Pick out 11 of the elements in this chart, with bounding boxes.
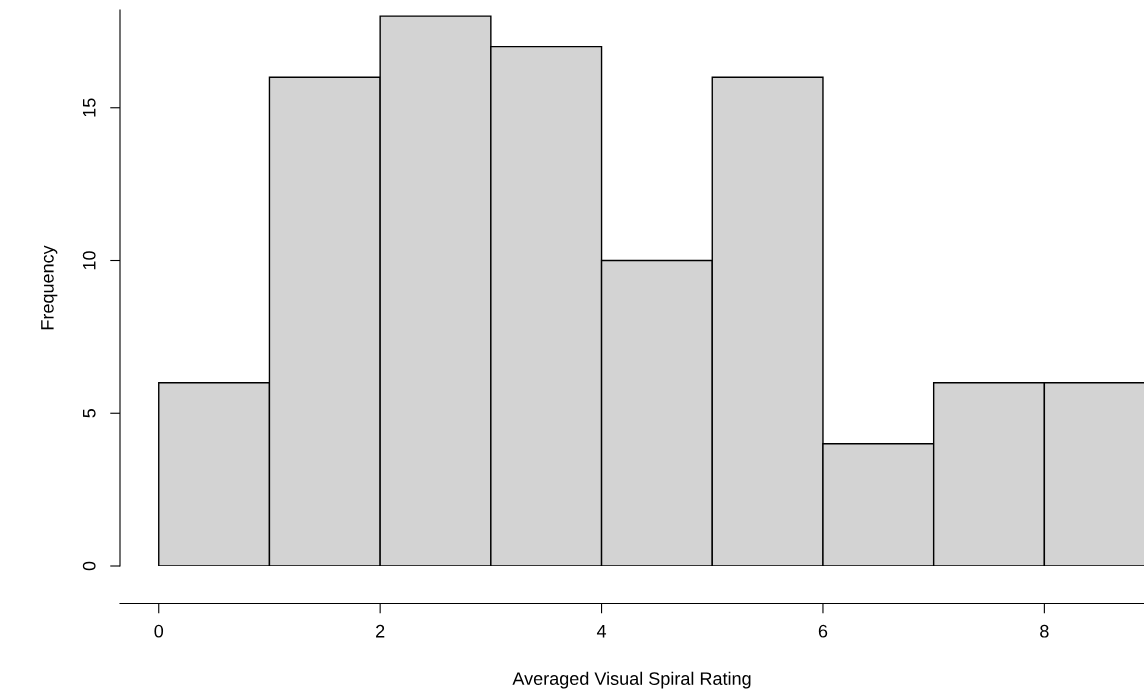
y-tick-label: 5 (83, 408, 96, 418)
x-axis-title: Averaged Visual Spiral Rating (512, 671, 751, 689)
x-tick-label: 0 (154, 624, 164, 638)
x-tick-label: 8 (1040, 624, 1049, 638)
y-axis-title: Frequency (41, 245, 58, 330)
x-tick-label: 6 (818, 624, 828, 638)
y-tick-label: 0 (82, 561, 96, 571)
y-tick-label: 10 (82, 251, 96, 270)
x-tick-label: 4 (596, 625, 607, 638)
y-tick-label: 15 (83, 98, 96, 117)
x-tick-label: 2 (376, 624, 385, 638)
